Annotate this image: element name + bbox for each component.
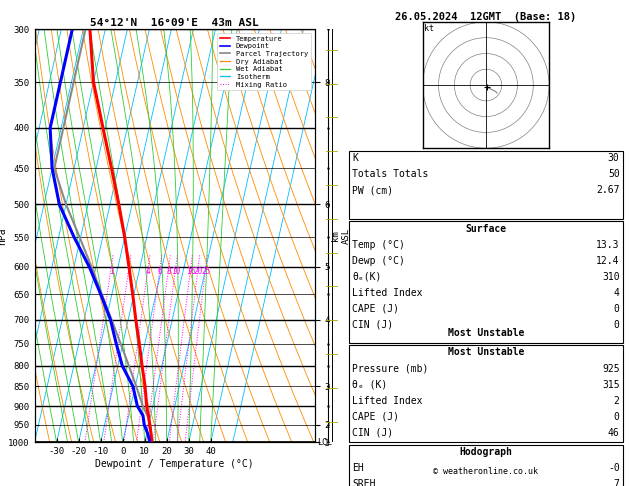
Legend: Temperature, Dewpoint, Parcel Trajectory, Dry Adiabat, Wet Adiabat, Isotherm, Mi: Temperature, Dewpoint, Parcel Trajectory… [217,33,311,90]
Text: CIN (J): CIN (J) [352,320,393,330]
Text: 2: 2 [614,396,620,406]
Text: 8: 8 [167,267,171,276]
Text: CAPE (J): CAPE (J) [352,304,399,314]
Y-axis label: km
ASL: km ASL [331,227,350,244]
Text: 4: 4 [614,288,620,298]
Text: CAPE (J): CAPE (J) [352,412,399,422]
Text: 20: 20 [194,267,203,276]
Text: Lifted Index: Lifted Index [352,396,423,406]
Text: 25: 25 [201,267,210,276]
Text: 10: 10 [171,267,181,276]
Text: Totals Totals: Totals Totals [352,169,428,179]
Text: 925: 925 [602,364,620,374]
Text: 0: 0 [614,412,620,422]
Text: Most Unstable: Most Unstable [448,328,524,338]
Text: 4: 4 [146,267,150,276]
Text: 26.05.2024  12GMT  (Base: 18): 26.05.2024 12GMT (Base: 18) [395,12,577,22]
Text: 30: 30 [608,153,620,163]
Text: 13.3: 13.3 [596,240,620,250]
Text: kt: kt [425,24,434,34]
Text: 12.4: 12.4 [596,256,620,266]
Text: Hodograph: Hodograph [459,447,513,457]
Text: 6: 6 [158,267,162,276]
Text: Temp (°C): Temp (°C) [352,240,405,250]
Text: θₑ (K): θₑ (K) [352,380,387,390]
Text: K: K [352,153,358,163]
Text: 1: 1 [109,267,114,276]
Text: 0: 0 [614,320,620,330]
Y-axis label: hPa: hPa [0,227,7,244]
Text: Pressure (mb): Pressure (mb) [352,364,428,374]
Text: θₑ(K): θₑ(K) [352,272,382,282]
Text: SREH: SREH [352,479,376,486]
Text: 2: 2 [127,267,131,276]
Text: 7: 7 [614,479,620,486]
Text: 50: 50 [608,169,620,179]
Text: 2.67: 2.67 [596,185,620,195]
Text: CIN (J): CIN (J) [352,428,393,438]
Text: EH: EH [352,463,364,473]
Text: 46: 46 [608,428,620,438]
Text: Lifted Index: Lifted Index [352,288,423,298]
Text: -0: -0 [608,463,620,473]
Text: 315: 315 [602,380,620,390]
Text: PW (cm): PW (cm) [352,185,393,195]
Title: 54°12'N  16°09'E  43m ASL: 54°12'N 16°09'E 43m ASL [90,18,259,28]
Text: LCL: LCL [317,438,332,447]
Text: © weatheronline.co.uk: © weatheronline.co.uk [433,467,538,476]
Text: 16: 16 [186,267,196,276]
X-axis label: Dewpoint / Temperature (°C): Dewpoint / Temperature (°C) [95,459,254,469]
Text: Surface: Surface [465,224,506,234]
Text: 0: 0 [614,304,620,314]
Text: Most Unstable: Most Unstable [448,347,524,358]
Text: 310: 310 [602,272,620,282]
Text: Dewp (°C): Dewp (°C) [352,256,405,266]
